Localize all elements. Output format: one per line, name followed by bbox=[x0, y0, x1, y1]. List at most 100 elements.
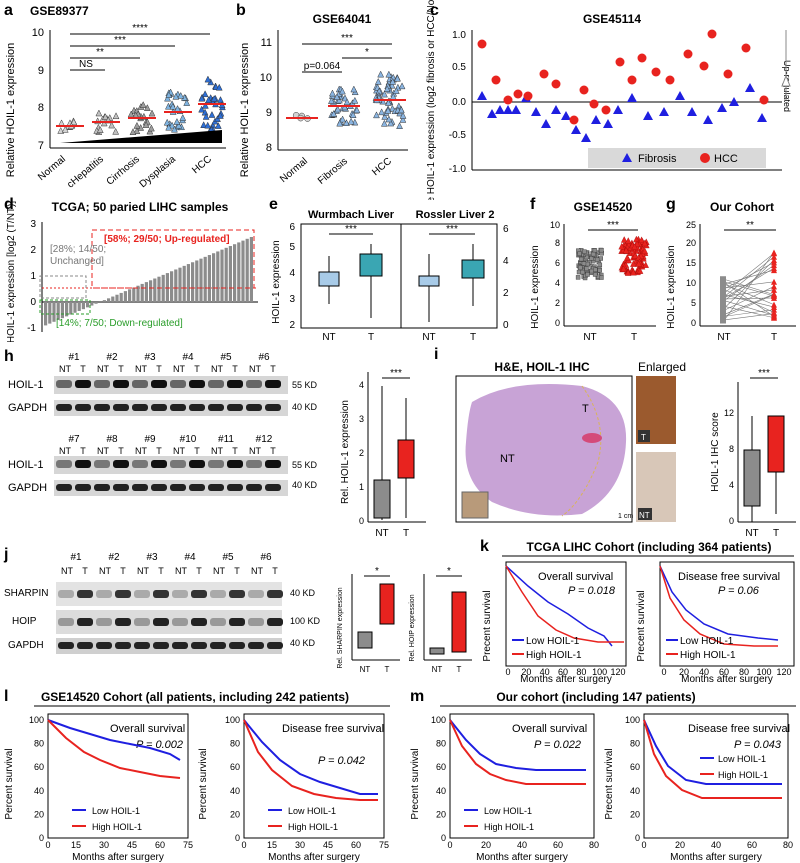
panel-b-xtick: Normal bbox=[278, 156, 310, 185]
blot-band bbox=[75, 484, 91, 491]
data-point-hcc bbox=[699, 61, 709, 71]
x-tick: 60 bbox=[351, 840, 361, 850]
data-point bbox=[380, 119, 388, 127]
blot-band bbox=[56, 460, 72, 468]
data-point-hcc bbox=[665, 75, 675, 85]
data-point-fibrosis bbox=[675, 91, 685, 100]
bar bbox=[44, 302, 48, 326]
blot-band bbox=[189, 404, 205, 411]
panel-i-nt-tag: NT bbox=[639, 511, 650, 520]
y-tick: 0 bbox=[39, 833, 44, 843]
data-point-nt bbox=[585, 261, 590, 267]
sample-id: #4 bbox=[184, 552, 196, 563]
panel-f-ytick: 2 bbox=[555, 298, 560, 308]
bar bbox=[102, 300, 106, 302]
panel-l-legend-high: High HOIL-1 bbox=[288, 822, 338, 832]
data-point-hcc bbox=[615, 57, 625, 67]
lane-label: NT bbox=[211, 364, 223, 374]
panel-k-title: TCGA LIHC Cohort (including 364 patients… bbox=[526, 540, 772, 554]
data-point bbox=[349, 111, 357, 119]
panel-j-kd: 40 KD bbox=[290, 638, 316, 648]
panel-e-xtick: T bbox=[368, 332, 374, 342]
blot-band bbox=[134, 642, 150, 649]
y-tick: 100 bbox=[225, 715, 240, 725]
data-point-hcc bbox=[707, 29, 717, 39]
panel-f-ytick: 8 bbox=[555, 238, 560, 248]
data-point bbox=[205, 96, 212, 103]
data-point-nt bbox=[593, 267, 598, 272]
x-tick: 40 bbox=[540, 667, 550, 677]
panel-g-ylabel: HOIL-1 expression bbox=[666, 245, 677, 328]
lane-label: NT bbox=[249, 364, 261, 374]
paired-line bbox=[723, 259, 775, 309]
blot-band bbox=[189, 380, 205, 388]
lane-label: NT bbox=[137, 566, 149, 576]
panel-h-box-ytick: 1 bbox=[359, 482, 364, 492]
panel-c: c GSE45114 Relative HOIL-1 expression (l… bbox=[412, 0, 800, 200]
blot-band bbox=[246, 380, 262, 388]
lane-label: NT bbox=[97, 446, 109, 456]
panel-label-c: c bbox=[430, 2, 439, 19]
data-point bbox=[198, 105, 206, 113]
lane-label: T bbox=[120, 566, 126, 576]
panel-a-xtick: cHepatitis bbox=[65, 154, 106, 191]
sample-id: #5 bbox=[222, 552, 234, 563]
blot-band bbox=[132, 484, 148, 491]
panel-d-ytick: 3 bbox=[30, 219, 36, 230]
data-point-fibrosis bbox=[503, 105, 513, 114]
x-tick: 40 bbox=[699, 667, 709, 677]
panel-c-legend-box bbox=[588, 148, 766, 168]
panel-h-box-ytick: 4 bbox=[359, 380, 364, 390]
panel-c-dots bbox=[477, 29, 769, 142]
data-point-t bbox=[631, 243, 638, 250]
bar bbox=[199, 258, 203, 302]
data-point bbox=[399, 115, 407, 123]
box-h-nt bbox=[373, 479, 391, 519]
blot-band bbox=[134, 590, 150, 598]
data-point bbox=[108, 121, 116, 129]
bar bbox=[161, 274, 165, 302]
blot-band bbox=[134, 618, 150, 626]
data-point bbox=[338, 87, 346, 95]
panel-h-sample-ids: #1NT T#2NT T#3NT T#4NT T#5NT T#6NT T bbox=[59, 352, 276, 374]
blot-band bbox=[77, 618, 93, 626]
panel-k-legend-high: High HOIL-1 bbox=[526, 650, 582, 661]
data-point-hcc bbox=[723, 69, 733, 79]
panel-i-sig: *** bbox=[758, 368, 770, 379]
data-point-t bbox=[633, 240, 641, 247]
km-line-low bbox=[449, 719, 586, 771]
data-point-t bbox=[641, 247, 649, 255]
panel-j-blots: #1NT T#2NT T#3NT T#4NT T#5NT T#6NT T SHARPIN H… bbox=[4, 552, 472, 674]
data-point-fibrosis bbox=[627, 93, 637, 102]
panel-d-ytick: 2 bbox=[30, 245, 36, 256]
panel-e-title2: Rossler Liver 2 bbox=[416, 209, 495, 221]
panel-f-xtick: NT bbox=[583, 332, 596, 342]
data-point-t bbox=[620, 265, 627, 272]
sample-id: #6 bbox=[260, 552, 272, 563]
bar bbox=[94, 302, 98, 304]
blot-band bbox=[208, 404, 224, 411]
panel-k-ylabel: Precent survival bbox=[482, 590, 493, 661]
panel-c-ylabel: Relative HOIL-1 expression (log2 fibrosi… bbox=[426, 0, 437, 200]
panel-j-kd: 40 KD bbox=[290, 588, 316, 598]
lane-label: NT bbox=[251, 566, 263, 576]
panel-g-ytick: 25 bbox=[686, 220, 696, 230]
bar bbox=[153, 278, 157, 302]
y-tick: 40 bbox=[436, 786, 446, 796]
data-point-hcc bbox=[627, 75, 637, 85]
data-point-fibrosis bbox=[495, 105, 505, 114]
bar bbox=[182, 265, 186, 302]
panel-h-box-ytick: 3 bbox=[359, 414, 364, 424]
data-point bbox=[202, 112, 210, 120]
y-tick: 40 bbox=[34, 786, 44, 796]
x-tick: 100 bbox=[592, 667, 607, 677]
blot-band bbox=[75, 380, 91, 388]
blot-band bbox=[246, 404, 262, 411]
panel-d-down-box bbox=[39, 299, 91, 315]
blot-band bbox=[208, 484, 224, 491]
lane-label: T bbox=[270, 364, 276, 374]
panel-a: a GSE89377 Relative HOIL-1 expression 10… bbox=[0, 0, 230, 200]
panel-l-dfs-title: Disease free survival bbox=[282, 723, 384, 735]
data-point-nt bbox=[576, 269, 582, 275]
x-tick: 0 bbox=[641, 840, 646, 850]
